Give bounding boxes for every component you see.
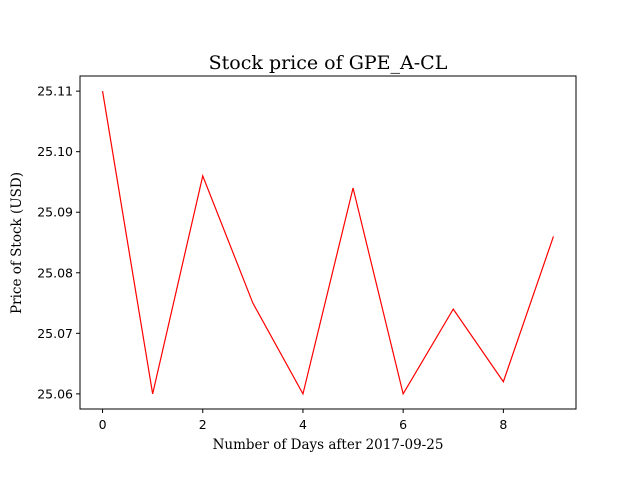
y-tick-label: 25.07 (37, 326, 73, 341)
data-point (302, 393, 303, 394)
y-tick-label: 25.11 (37, 84, 73, 99)
data-point (152, 393, 153, 394)
y-axis-ticks: 25.06 25.07 25.08 25.09 25.10 25.11 (37, 84, 80, 401)
x-axis-label: Number of Days after 2017-09-25 (213, 437, 444, 453)
data-point (403, 393, 404, 394)
data-point (352, 187, 353, 188)
data-point (102, 91, 103, 92)
y-axis-label: Price of Stock (USD) (9, 172, 25, 314)
y-tick-label: 25.10 (37, 144, 73, 159)
x-tick-label: 4 (299, 417, 307, 432)
y-tick-label: 25.09 (37, 205, 73, 220)
data-point (202, 175, 203, 176)
data-point (252, 302, 253, 303)
x-tick-label: 2 (199, 417, 207, 432)
x-tick-label: 6 (399, 417, 407, 432)
data-point (453, 309, 454, 310)
y-tick-label: 25.06 (37, 386, 73, 401)
plot-frame (79, 75, 577, 410)
x-tick-label: 8 (499, 417, 507, 432)
y-tick-label: 25.08 (37, 265, 73, 280)
series-line-0 (101, 91, 555, 396)
x-axis-ticks: 0 2 4 6 8 (99, 409, 507, 432)
data-point (553, 236, 554, 237)
chart-title: Stock price of GPE_A-CL (209, 52, 448, 74)
data-point (503, 381, 504, 382)
plot-area (101, 91, 555, 396)
x-tick-label: 0 (99, 417, 107, 432)
